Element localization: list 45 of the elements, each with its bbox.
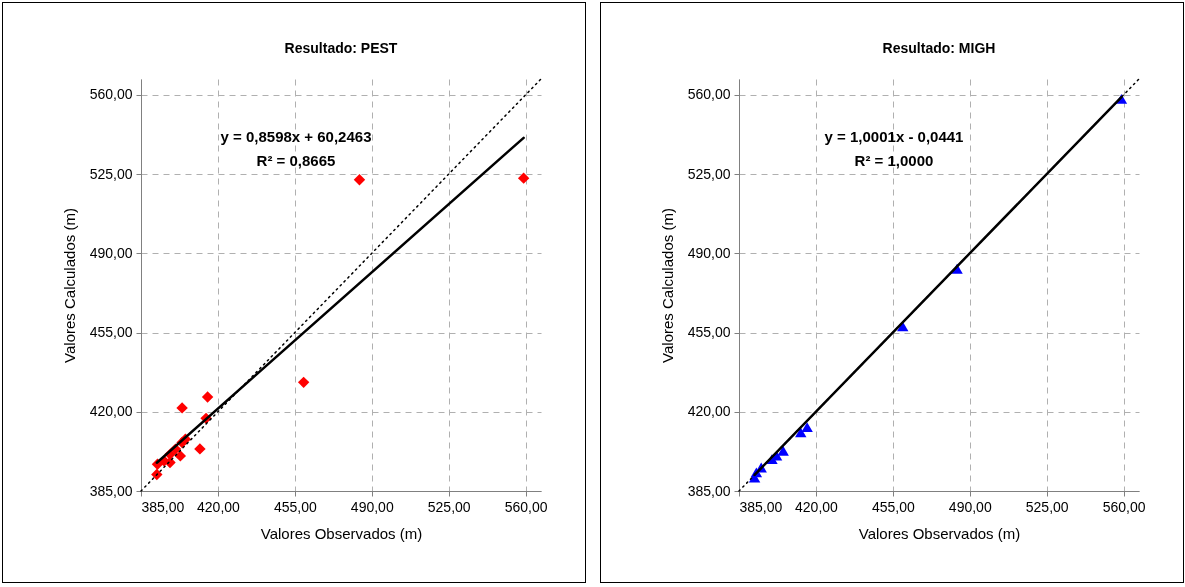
x-tick-label: 490,00 xyxy=(948,498,992,515)
x-tick-label: 490,00 xyxy=(350,498,394,515)
point xyxy=(777,445,789,456)
x-tick-label: 455,00 xyxy=(273,498,317,515)
x-tick-label: 525,00 xyxy=(1025,498,1069,515)
y-tick-label: 490,00 xyxy=(687,244,731,261)
point xyxy=(801,422,813,433)
y-tick-label: 560,00 xyxy=(89,86,133,103)
annotation: R² = 0,8665 xyxy=(256,152,336,169)
chart-title: Resultado: PEST xyxy=(284,40,398,57)
point xyxy=(353,174,366,186)
y-tick-label: 525,00 xyxy=(89,165,133,182)
y-tick-label: 490,00 xyxy=(89,244,133,261)
point xyxy=(176,402,188,414)
y-tick-label: 420,00 xyxy=(89,403,133,420)
y-tick-label: 385,00 xyxy=(89,482,133,499)
x-axis-title: Valores Observados (m) xyxy=(260,524,423,542)
x-tick-label: 385,00 xyxy=(141,498,185,515)
point xyxy=(517,172,530,184)
x-tick-label: 560,00 xyxy=(1102,498,1146,515)
y-axis-title: Valores Calculados (m) xyxy=(60,208,78,363)
y-tick-label: 560,00 xyxy=(687,86,731,103)
x-tick-label: 525,00 xyxy=(427,498,471,515)
point xyxy=(174,450,187,462)
x-tick-label: 385,00 xyxy=(739,498,783,515)
annotation: R² = 1,0000 xyxy=(854,152,934,169)
point xyxy=(194,443,206,455)
point xyxy=(151,468,163,481)
y-tick-label: 455,00 xyxy=(687,324,731,341)
y-tick-label: 525,00 xyxy=(687,165,731,182)
y-tick-label: 420,00 xyxy=(687,403,731,420)
x-tick-label: 455,00 xyxy=(871,498,915,515)
point xyxy=(297,376,310,389)
y-tick-label: 385,00 xyxy=(687,482,731,499)
y-tick-label: 455,00 xyxy=(89,324,133,341)
y-axis-title: Valores Calculados (m) xyxy=(658,208,676,363)
x-axis-title: Valores Observados (m) xyxy=(858,524,1021,542)
chart-title: Resultado: MIGH xyxy=(882,40,996,57)
point xyxy=(201,391,214,403)
x-tick-label: 420,00 xyxy=(795,498,839,515)
x-tick-label: 560,00 xyxy=(504,498,548,515)
point xyxy=(795,427,807,438)
annotation: y = 0,8598x + 60,2463 xyxy=(220,128,372,145)
x-tick-label: 420,00 xyxy=(197,498,241,515)
annotation: y = 1,0001x - 0,0441 xyxy=(824,128,964,145)
